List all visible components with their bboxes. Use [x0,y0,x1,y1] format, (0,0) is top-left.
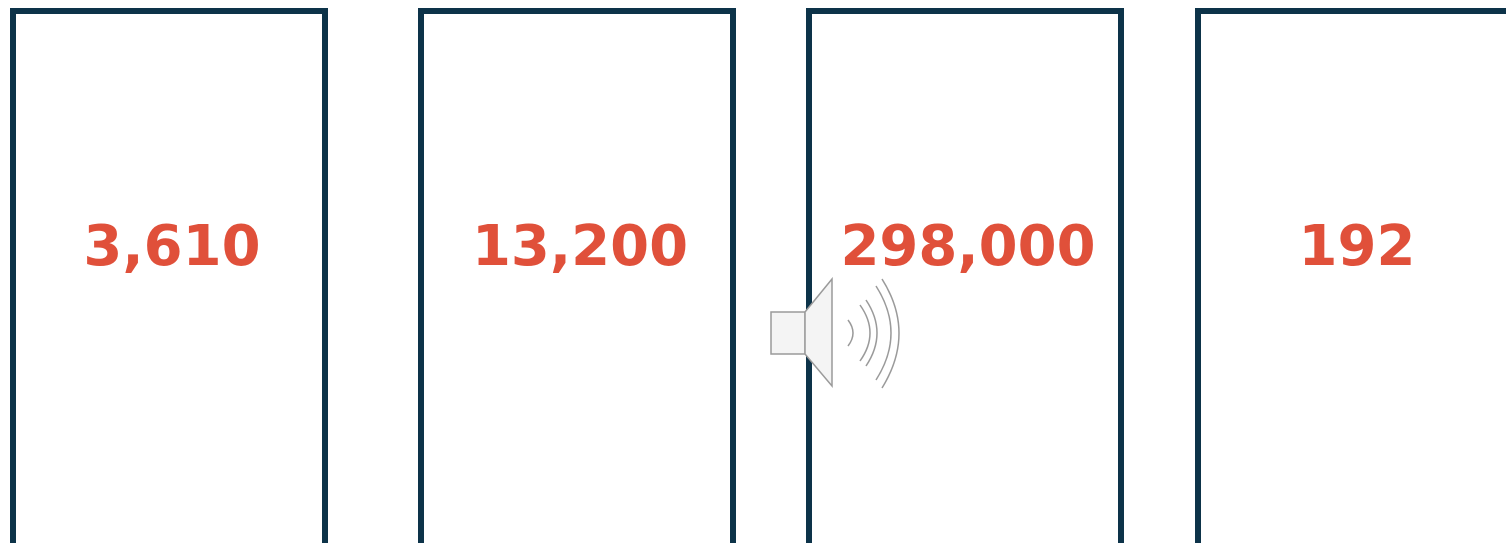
speaker-cone [804,276,833,389]
card-value: 13,200 [472,214,688,279]
sound-wave [859,299,878,367]
card-frame [806,8,1124,543]
speaker-icon[interactable] [770,276,900,389]
sound-wave [875,278,900,389]
card-value: 192 [1299,214,1416,279]
card: 192 [1195,8,1506,543]
card-value: 298,000 [840,214,1095,279]
card: 298,000 [806,8,1124,543]
sound-wave [847,319,854,347]
card-frame [418,8,736,543]
card: 3,610 [10,8,328,543]
card-value: 3,610 [83,214,260,279]
cards: 3,610 13,200 298,000 192 [10,8,1506,543]
card: 13,200 [418,8,736,543]
speaker-body [770,311,806,355]
card-frame [1195,8,1506,543]
card-frame [10,8,328,543]
